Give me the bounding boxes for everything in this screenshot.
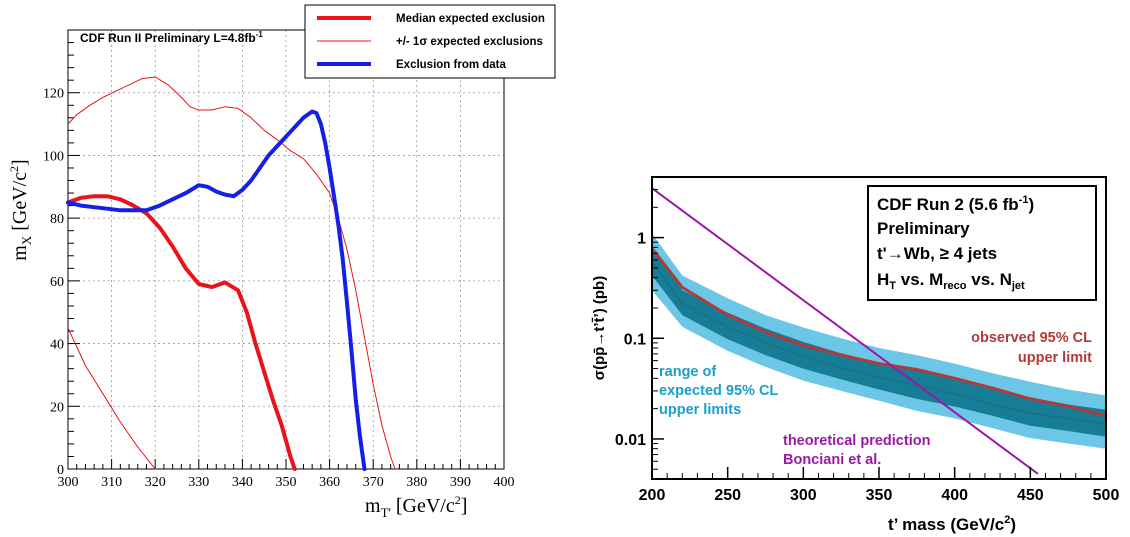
right-y-tick-label: 0.1 <box>624 331 646 348</box>
right-chart: 200 250 300 350 400 450 500 0.01 0.1 1 CDF Run 2 … <box>591 176 1120 534</box>
legend-label-median: Median expected exclusion <box>396 13 545 25</box>
right-x-tick-label: 450 <box>1017 487 1044 504</box>
left-x-tick-label: 380 <box>406 475 427 490</box>
left-y-axis-label: mX [GeV/c2] <box>7 159 34 260</box>
annotation-observed-2: upper limit <box>1018 350 1092 366</box>
series-1sigma-upper <box>67 76 396 470</box>
left-x-tick-label: 310 <box>101 475 122 490</box>
right-x-axis-label: t’ mass (GeV/c2) <box>888 514 1016 534</box>
info-line-2: Preliminary <box>877 219 970 238</box>
left-ticks: 300 310 320 330 340 350 360 370 380 390 400 0 20 40 60… <box>43 42 515 490</box>
right-x-tick-label: 500 <box>1093 487 1120 504</box>
right-x-tick-label: 250 <box>714 487 741 504</box>
info-box-frame <box>867 185 1097 301</box>
right-ticks: 200 250 300 350 400 450 500 0.01 0.1 1 <box>615 176 1120 504</box>
left-title: CDF Run II Preliminary L=4.8fb-1 <box>80 30 263 45</box>
series-theory-prediction <box>651 187 1039 475</box>
series-observed-exclusion <box>66 109 367 471</box>
left-x-tick-label: 320 <box>145 475 166 490</box>
annotation-theory-2: Bonciani et al. <box>783 452 881 468</box>
right-y-axis-label: σ(pp̄→t’t̄’) (pb) <box>591 276 608 380</box>
info-line-4: HT vs. Mreco vs. Njet <box>877 270 1025 292</box>
right-x-tick-label: 200 <box>639 487 666 504</box>
left-series <box>66 76 396 471</box>
annotation-range-2: expected 95% CL <box>659 383 778 399</box>
series-observed-limit <box>650 247 1107 418</box>
right-x-tick-label: 400 <box>941 487 968 504</box>
left-y-tick-label: 100 <box>43 149 64 164</box>
left-x-tick-label: 390 <box>450 475 471 490</box>
left-x-tick-label: 350 <box>276 475 297 490</box>
annotation-theory-1: theoretical prediction <box>783 433 930 449</box>
series-median-expected <box>66 194 297 471</box>
series-expected-limit <box>651 260 1107 425</box>
right-series <box>650 187 1107 475</box>
left-y-tick-label: 40 <box>50 338 64 353</box>
annotation-range-3: upper limits <box>659 402 741 418</box>
right-x-tick-label: 300 <box>790 487 817 504</box>
left-y-tick-label: 80 <box>50 212 64 227</box>
left-y-tick-label: 120 <box>43 87 64 102</box>
legend-label-band: +/- 1σ expected exclusions <box>396 36 543 48</box>
info-line-3: t'→Wb, ≥ 4 jets <box>877 244 997 263</box>
series-1sigma-lower <box>67 327 156 470</box>
annotation-observed-1: observed 95% CL <box>971 330 1092 346</box>
left-y-tick-label: 60 <box>50 275 64 290</box>
left-x-tick-label: 370 <box>363 475 384 490</box>
left-x-tick-label: 330 <box>188 475 209 490</box>
left-chart: 300 310 320 330 340 350 360 370 380 390 400 0 20 40 60… <box>7 4 556 520</box>
left-x-tick-label: 300 <box>58 475 79 490</box>
right-y-tick-label: 0.01 <box>615 432 646 449</box>
left-x-tick-label: 400 <box>494 475 515 490</box>
left-x-tick-label: 360 <box>319 475 340 490</box>
left-grid <box>68 30 504 469</box>
right-info-box: CDF Run 2 (5.6 fb-1) Preliminary t'→Wb, … <box>867 185 1097 301</box>
right-x-tick-label: 350 <box>866 487 893 504</box>
left-legend: Median expected exclusion +/- 1σ expecte… <box>304 4 556 79</box>
left-x-axis-label: mT' [GeV/c2] <box>365 493 467 520</box>
left-y-tick-label: 20 <box>50 400 64 415</box>
left-y-tick-label: 0 <box>57 463 64 478</box>
left-x-tick-label: 340 <box>232 475 253 490</box>
right-y-tick-label: 1 <box>637 231 646 248</box>
info-line-1: CDF Run 2 (5.6 fb-1) <box>877 194 1034 214</box>
legend-label-data: Exclusion from data <box>396 59 507 71</box>
annotation-range-1: range of <box>659 364 716 380</box>
